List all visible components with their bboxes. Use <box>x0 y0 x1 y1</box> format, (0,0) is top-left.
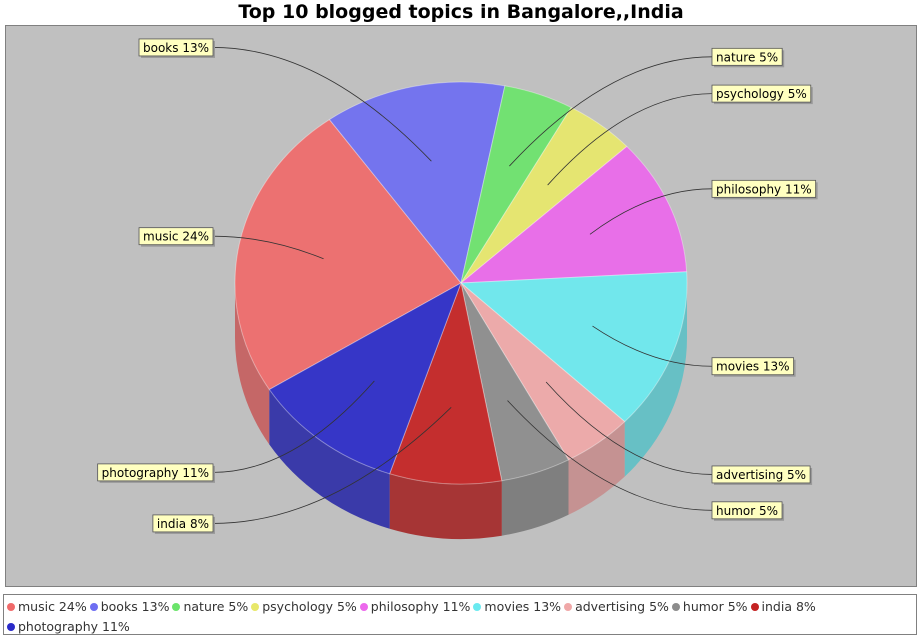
pie-label-nature: nature 5% <box>716 50 778 64</box>
legend-item-philosophy: philosophy 11% <box>359 597 471 617</box>
label-line-nature <box>509 56 713 167</box>
pie-label-movies: movies 13% <box>716 360 790 374</box>
label-box-advertising <box>711 465 811 484</box>
legend-swatch-books <box>89 603 98 611</box>
pie-label-philosophy: philosophy 11% <box>716 182 812 196</box>
legend-swatch-india <box>750 603 759 611</box>
legend-item-music: music 24% <box>7 597 87 617</box>
pie-side-movies <box>624 283 687 477</box>
legend-label-nature: nature 5% <box>183 599 249 614</box>
pie-slice-psychology <box>460 106 628 284</box>
pie-chart: music 24% books 13% nature 5% psychology 5%… <box>97 38 818 539</box>
label-box-philosophy <box>711 179 817 198</box>
legend-label-india: india 8% <box>761 599 816 614</box>
pie-side-advertising <box>568 421 625 515</box>
legend-swatch-photography <box>7 623 15 631</box>
pie-slice-photography <box>268 281 462 475</box>
label-box-nature <box>711 47 783 66</box>
pie-slice-music <box>234 118 462 391</box>
pie-label-advertising: advertising 5% <box>716 468 806 482</box>
legend-swatch-music <box>7 603 15 611</box>
legend-item-humor: humor 5% <box>671 597 748 617</box>
label-line-photography <box>212 380 375 473</box>
label-box-india <box>152 514 214 533</box>
label-line-movies <box>592 325 713 367</box>
pie-side-india <box>389 473 502 539</box>
legend-label-movies: movies 13% <box>484 599 562 614</box>
legend-label-psychology: psychology 5% <box>262 599 357 614</box>
legend-item-books: books 13% <box>89 597 170 617</box>
label-line-books <box>212 47 432 162</box>
legend: music 24% books 13% nature 5% psychology 5%… <box>3 594 917 635</box>
pie-label-books: books 13% <box>143 41 209 55</box>
pie-slice-advertising <box>460 282 626 461</box>
pie-side-humor <box>501 459 569 536</box>
legend-item-psychology: psychology 5% <box>251 597 357 617</box>
pie-label-music: music 24% <box>143 230 209 244</box>
pie-slice-philosophy <box>459 145 688 284</box>
label-box-books <box>138 38 214 57</box>
label-box-movies <box>711 357 794 376</box>
pie-label-psychology: psychology 5% <box>716 87 807 101</box>
legend-swatch-nature <box>172 603 181 611</box>
legend-item-advertising: advertising 5% <box>564 597 669 617</box>
label-line-india <box>212 407 452 524</box>
label-line-music <box>212 235 324 260</box>
legend-label-philosophy: philosophy 11% <box>370 599 471 614</box>
legend-item-india: india 8% <box>750 597 816 617</box>
label-line-humor <box>507 400 713 511</box>
pie-slice-nature <box>460 85 572 284</box>
label-line-philosophy <box>589 188 713 235</box>
pie-side-music <box>235 283 270 445</box>
legend-swatch-philosophy <box>359 603 368 611</box>
pie-slice-india <box>389 281 503 485</box>
label-box-photography <box>97 463 214 482</box>
legend-label-advertising: advertising 5% <box>575 599 669 614</box>
pie-label-india: india 8% <box>157 517 209 531</box>
legend-item-photography: photography 11% <box>7 617 130 637</box>
pie-side-photography <box>269 389 390 529</box>
label-line-advertising <box>545 381 713 475</box>
legend-swatch-advertising <box>564 603 573 611</box>
legend-label-music: music 24% <box>18 599 87 614</box>
label-line-psychology <box>547 93 713 186</box>
legend-swatch-psychology <box>251 603 260 611</box>
legend-swatch-movies <box>473 603 482 611</box>
legend-label-photography: photography 11% <box>18 619 130 634</box>
label-box-music <box>138 227 214 246</box>
pie-slice-books <box>328 81 506 285</box>
legend-swatch-humor <box>671 603 680 611</box>
legend-item-movies: movies 13% <box>473 597 561 617</box>
legend-item-nature: nature 5% <box>172 597 248 617</box>
label-box-humor <box>711 501 783 520</box>
pie-slice-movies <box>459 271 688 423</box>
pie-slice-humor <box>460 282 570 482</box>
legend-label-humor: humor 5% <box>682 599 748 614</box>
pie-label-photography: photography 11% <box>102 466 209 480</box>
pie-label-humor: humor 5% <box>716 504 778 518</box>
legend-label-books: books 13% <box>100 599 170 614</box>
label-box-psychology <box>711 84 812 103</box>
chart-title: Top 10 blogged topics in Bangalore,,Indi… <box>238 1 684 23</box>
